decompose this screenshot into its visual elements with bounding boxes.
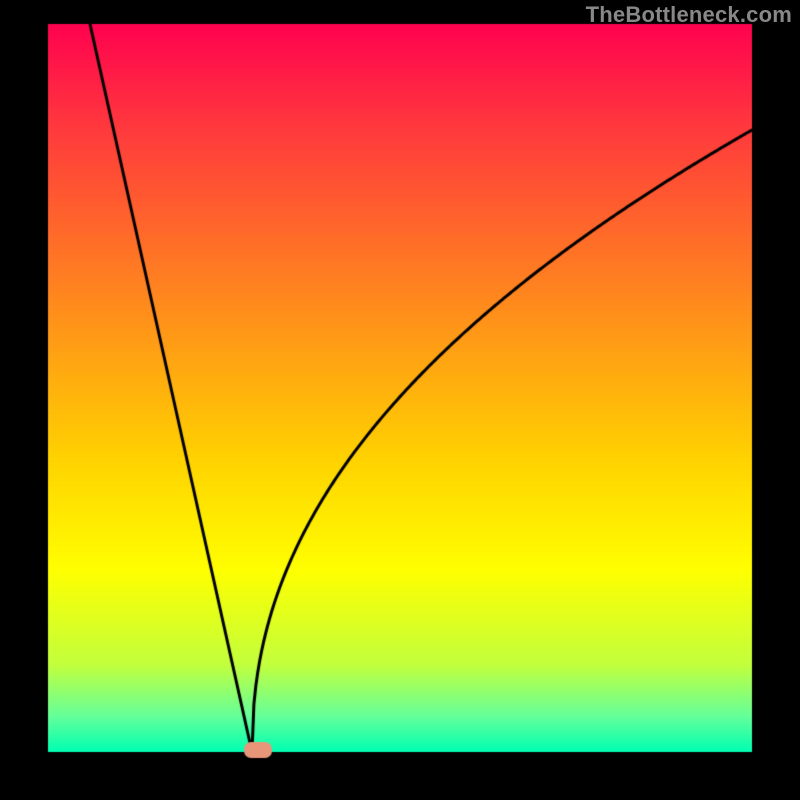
chart-container: TheBottleneck.com	[0, 0, 800, 800]
watermark-text: TheBottleneck.com	[586, 2, 792, 28]
chart-canvas	[0, 0, 800, 800]
